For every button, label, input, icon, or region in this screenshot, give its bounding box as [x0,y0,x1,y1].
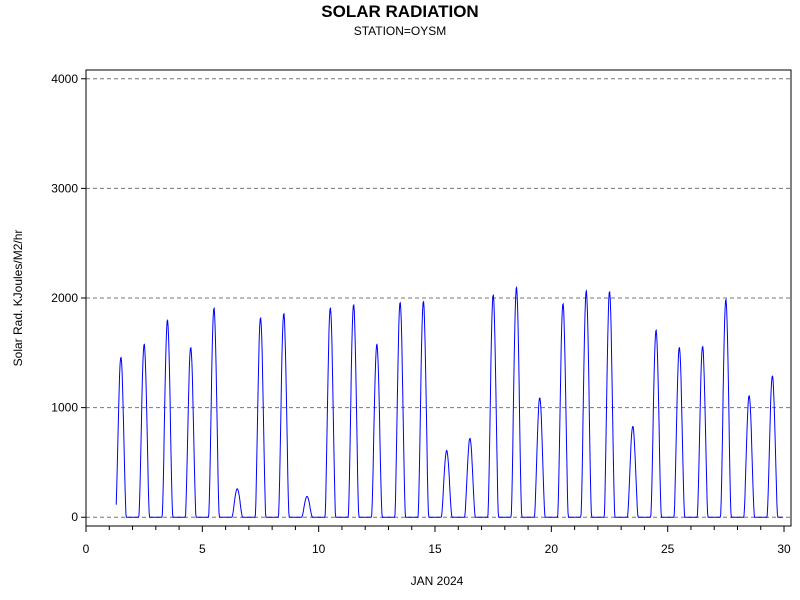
x-tick-label-15: 15 [428,542,442,556]
y-axis-label: Solar Rad. KJoules/M2/hr [11,230,25,367]
x-tick-label-30: 30 [777,542,791,556]
x-tick-label-0: 0 [83,542,90,556]
chart-title: SOLAR RADIATION [321,2,478,21]
gridlines [86,78,791,518]
series-line [115,285,783,518]
y-tick-label-0: 0 [71,510,78,524]
x-tick-label-5: 5 [199,542,206,556]
x-axis: 0 5 10 15 20 25 30 [83,526,791,556]
y-tick-label-2000: 2000 [51,291,78,305]
series-solar-radiation [115,285,783,518]
x-axis-label: JAN 2024 [411,574,464,588]
y-axis: 0 1000 2000 3000 4000 [51,72,86,524]
chart-subtitle: STATION=OYSM [354,24,447,38]
y-tick-label-3000: 3000 [51,181,78,195]
x-tick-label-25: 25 [661,542,675,556]
x-tick-label-10: 10 [312,542,326,556]
y-tick-label-1000: 1000 [51,401,78,415]
y-tick-label-4000: 4000 [51,72,78,86]
x-tick-label-20: 20 [545,542,559,556]
